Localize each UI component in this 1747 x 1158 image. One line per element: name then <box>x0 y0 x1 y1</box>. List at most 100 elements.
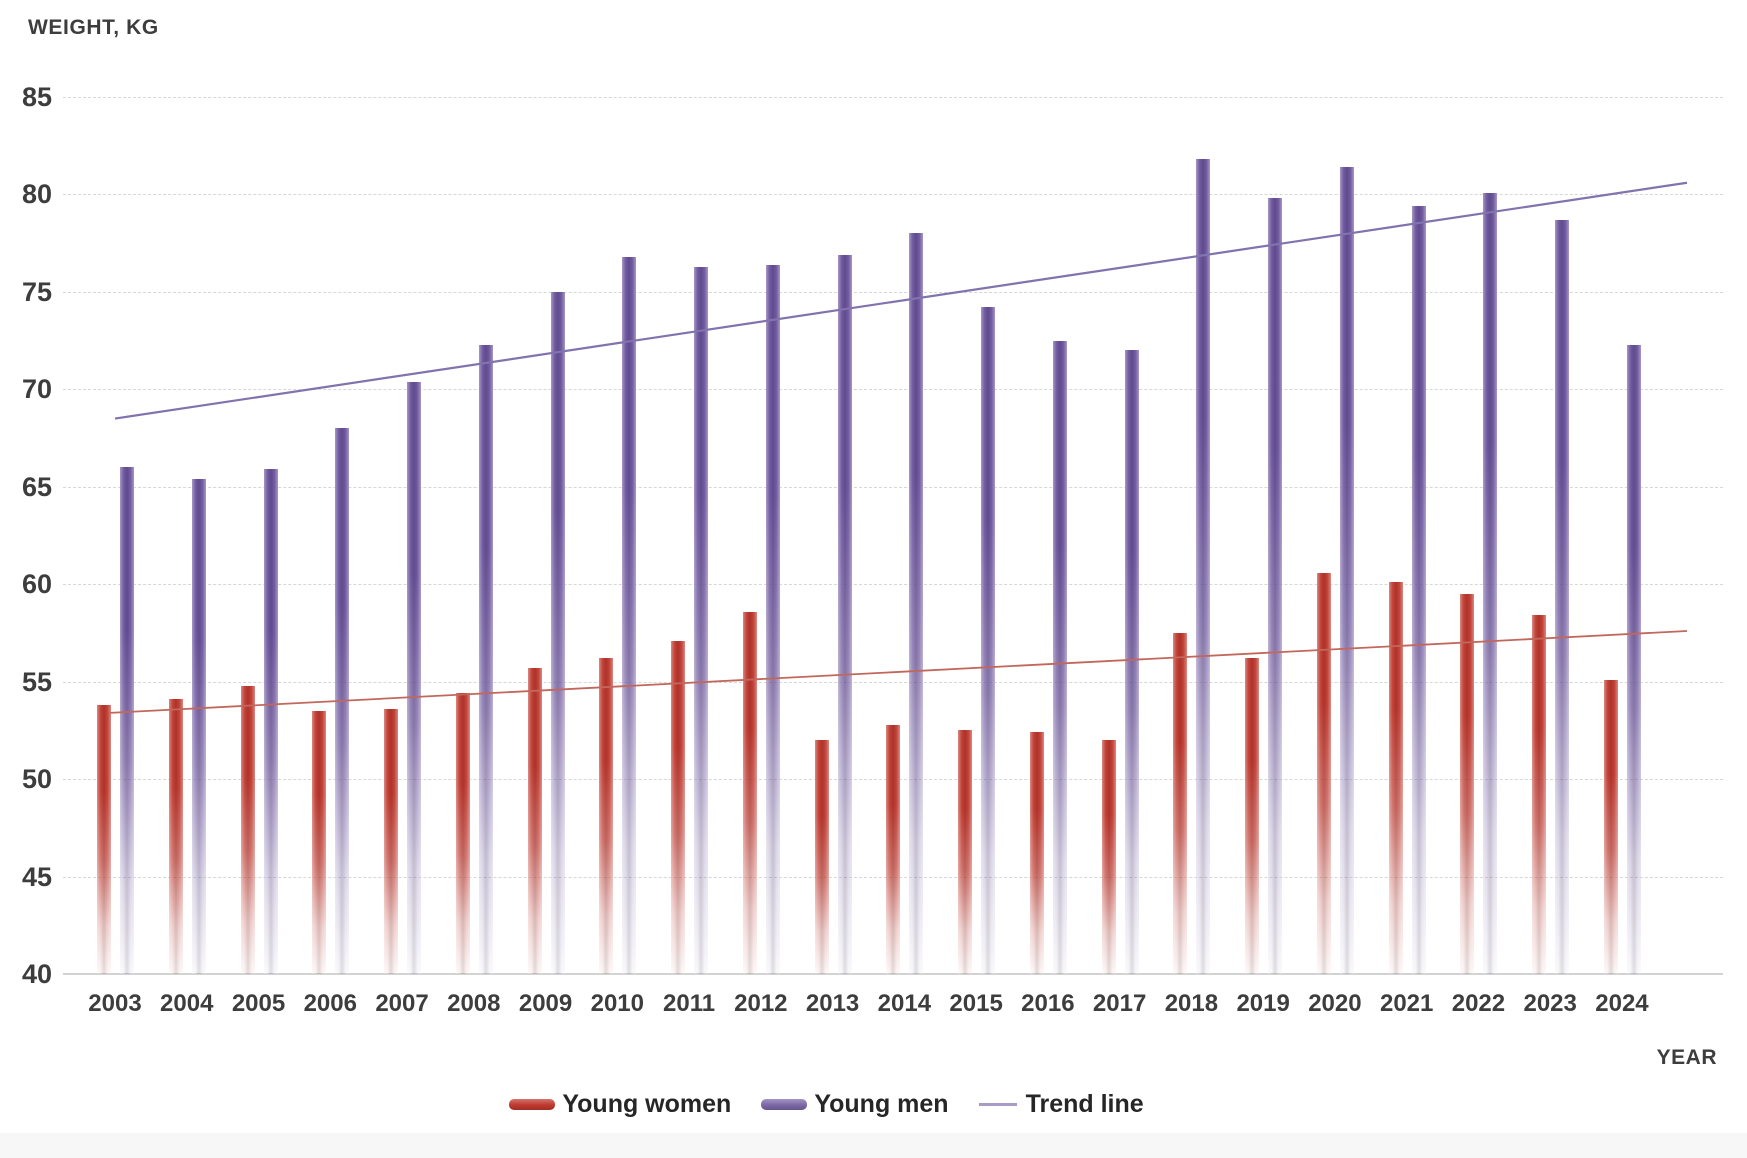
y-tick-label-50: 50 <box>21 764 52 795</box>
x-tick-label-2010: 2010 <box>590 990 644 1017</box>
bar-young-men-2012 <box>765 264 780 974</box>
y-tick-label-45: 45 <box>21 861 52 892</box>
footer-strip <box>0 1133 1747 1158</box>
x-tick-label-2024: 2024 <box>1595 990 1649 1017</box>
bar-young-men-2003 <box>120 467 134 974</box>
trend-line-young-women <box>109 630 1688 714</box>
legend-label: Young women <box>562 1090 732 1118</box>
bar-young-men-2023 <box>1555 219 1570 974</box>
x-tick-label-2012: 2012 <box>734 990 788 1017</box>
y-tick-label-55: 55 <box>21 666 52 697</box>
legend-item-young-women: Young women <box>509 1090 731 1119</box>
x-tick-label-2021: 2021 <box>1379 990 1434 1017</box>
gridline-75 <box>63 291 1723 293</box>
x-axis-title: YEAR <box>1656 1046 1717 1069</box>
bar-young-men-2005 <box>263 469 278 974</box>
x-tick-label-2003: 2003 <box>88 990 142 1017</box>
legend-label: Trend line <box>1025 1090 1144 1118</box>
bar-young-men-2008 <box>478 344 493 974</box>
y-axis-title: WEIGHT, KG <box>28 16 159 39</box>
legend-swatch-young-men <box>761 1099 808 1110</box>
bar-young-men-2015 <box>981 307 996 974</box>
x-tick-label-2015: 2015 <box>949 990 1003 1017</box>
gridline-70 <box>63 389 1723 391</box>
x-tick-label-2014: 2014 <box>877 990 932 1017</box>
bar-young-women-2017 <box>1101 740 1116 974</box>
trend-line-young-men <box>114 181 1688 420</box>
legend-item-young-men: Young men <box>761 1090 949 1119</box>
bar-young-women-2015 <box>958 730 973 974</box>
bar-young-women-2004 <box>168 699 183 974</box>
x-tick-label-2016: 2016 <box>1021 990 1075 1017</box>
x-tick-label-2009: 2009 <box>518 990 573 1017</box>
x-tick-label-2008: 2008 <box>447 990 501 1017</box>
gridline-55 <box>63 681 1723 683</box>
bar-young-men-2016 <box>1052 340 1067 974</box>
plot-area <box>63 97 1723 975</box>
x-tick-label-2017: 2017 <box>1092 990 1147 1017</box>
bar-young-women-2010 <box>599 658 614 974</box>
bar-young-women-2016 <box>1029 732 1044 974</box>
bar-young-men-2004 <box>191 478 206 974</box>
y-tick-label-75: 75 <box>21 276 52 307</box>
bar-young-women-2024 <box>1603 679 1618 974</box>
x-tick-label-2004: 2004 <box>160 990 214 1017</box>
y-tick-label-40: 40 <box>21 959 52 989</box>
x-tick-label-2023: 2023 <box>1523 990 1577 1017</box>
y-tick-label-70: 70 <box>21 374 52 405</box>
x-tick-label-2013: 2013 <box>805 990 860 1017</box>
bar-young-men-2014 <box>909 233 924 974</box>
y-tick-label-80: 80 <box>21 179 52 210</box>
bar-young-men-2018 <box>1196 159 1211 974</box>
x-axis-ticks: 2003 2004 2005 2006 2007 2008 2009 2010 2011 2012… <box>63 990 1723 1022</box>
bar-young-women-2011 <box>671 640 686 974</box>
gridline-65 <box>63 486 1723 488</box>
x-axis-line <box>63 973 1723 975</box>
bar-young-women-2007 <box>384 708 399 974</box>
bar-young-women-2009 <box>527 668 542 974</box>
bar-young-women-2014 <box>886 724 901 974</box>
x-tick-label-2011: 2011 <box>663 990 716 1017</box>
bar-young-men-2021 <box>1411 206 1426 974</box>
x-tick-label-2006: 2006 <box>303 990 357 1017</box>
bar-young-women-2003 <box>97 705 111 974</box>
legend: Young women Young men Trend line <box>0 1090 1747 1119</box>
bar-young-women-2021 <box>1388 582 1403 974</box>
x-tick-label-2007: 2007 <box>375 990 429 1017</box>
bar-young-men-2007 <box>407 381 422 974</box>
bar-young-men-2022 <box>1483 192 1498 974</box>
legend-swatch-trend-line <box>978 1103 1017 1106</box>
bar-young-men-2020 <box>1339 167 1354 974</box>
bar-young-women-2013 <box>814 740 829 974</box>
y-tick-label-60: 60 <box>21 569 52 600</box>
y-tick-label-65: 65 <box>21 471 52 502</box>
y-tick-label-85: 85 <box>21 82 52 112</box>
bar-young-women-2012 <box>742 611 757 974</box>
bar-young-men-2019 <box>1268 198 1283 974</box>
bar-young-men-2011 <box>694 266 709 974</box>
x-tick-label-2005: 2005 <box>231 990 286 1017</box>
bar-young-women-2023 <box>1532 615 1547 974</box>
legend-item-trend-line: Trend line <box>978 1090 1144 1119</box>
legend-swatch-young-women <box>509 1099 556 1110</box>
bar-young-women-2019 <box>1245 658 1260 974</box>
bar-young-women-2020 <box>1316 572 1331 974</box>
bar-young-men-2024 <box>1626 344 1641 974</box>
bar-young-women-2006 <box>312 710 327 974</box>
bar-young-men-2013 <box>837 254 852 974</box>
x-tick-label-2020: 2020 <box>1308 990 1362 1017</box>
x-tick-label-2018: 2018 <box>1164 990 1219 1017</box>
bar-young-men-2010 <box>622 256 637 974</box>
bar-young-women-2008 <box>455 693 470 974</box>
gridline-85 <box>63 97 1723 98</box>
gridline-60 <box>63 584 1723 586</box>
bar-young-women-2018 <box>1173 632 1188 974</box>
bar-young-women-2005 <box>240 685 255 974</box>
bar-young-women-2022 <box>1460 593 1475 974</box>
bar-young-men-2009 <box>550 291 565 974</box>
gridline-80 <box>63 194 1723 196</box>
bar-young-men-2017 <box>1124 350 1139 974</box>
legend-label: Young men <box>814 1090 949 1118</box>
x-tick-label-2019: 2019 <box>1236 990 1290 1017</box>
